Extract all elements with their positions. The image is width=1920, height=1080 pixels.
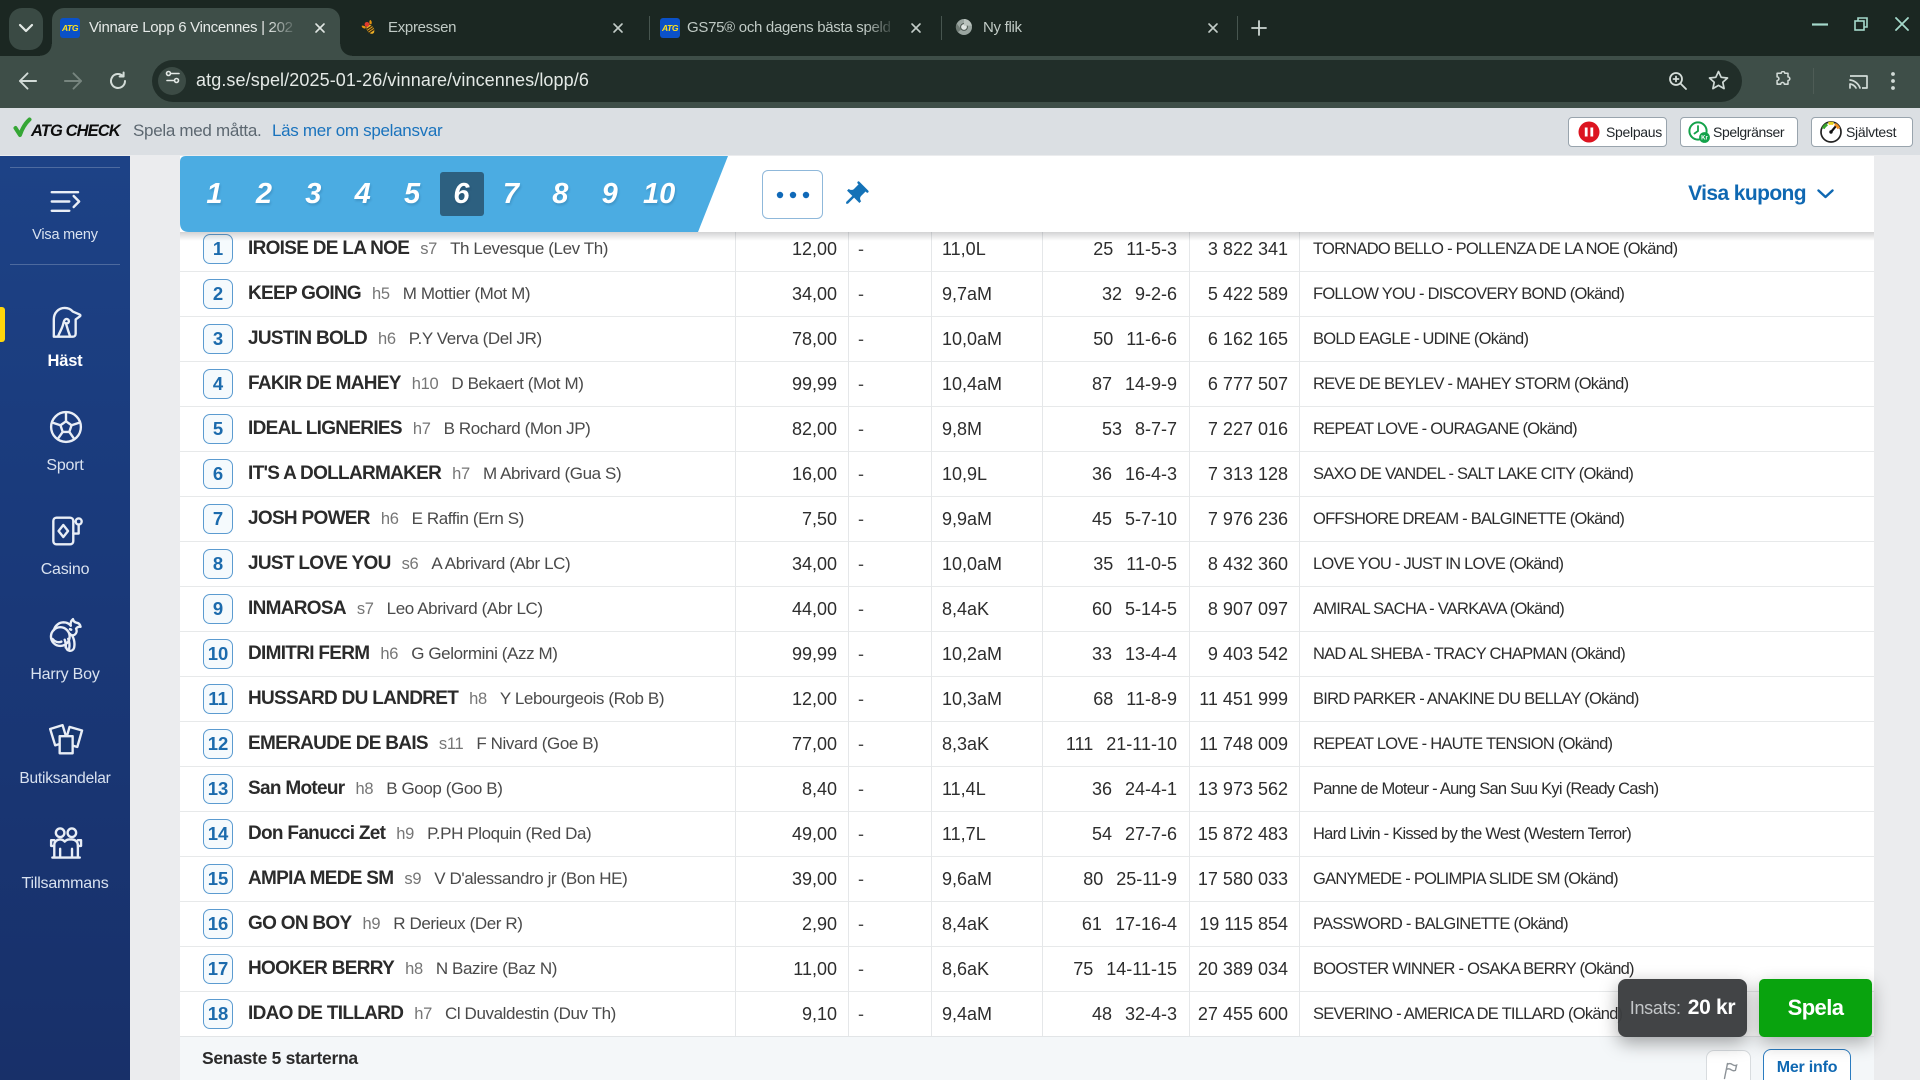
- svg-text:Kr: Kr: [1701, 136, 1708, 142]
